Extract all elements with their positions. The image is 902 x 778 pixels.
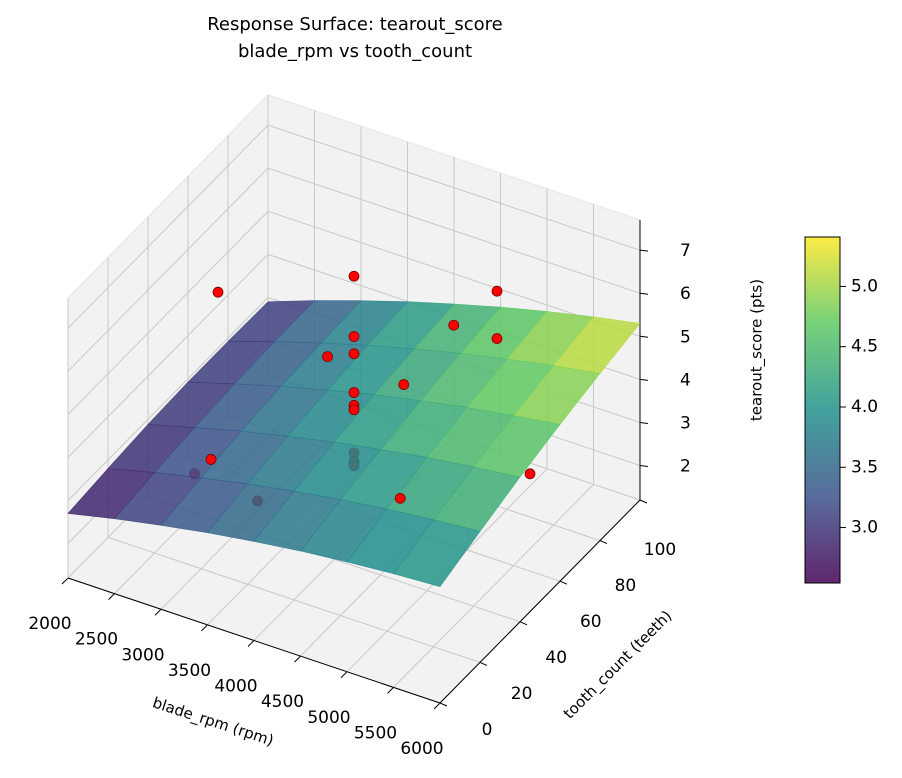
x-tick-mark (61, 577, 69, 585)
x-tick-mark (247, 640, 255, 647)
surface-patch (392, 519, 481, 588)
chart-subtitle: blade_rpm vs tooth_count (238, 41, 472, 62)
data-point (348, 348, 360, 360)
x-tick-mark (108, 593, 115, 600)
data-point (348, 404, 360, 416)
x-tick-mark (387, 687, 394, 694)
x-axis-label: blade_rpm (rpm) (150, 693, 276, 750)
x-tick-mark (201, 624, 208, 632)
z-tick-mark (639, 421, 649, 424)
x-tick-label: 5000 (307, 708, 350, 728)
x-tick-label: 2000 (28, 614, 71, 634)
x-tick-label: 5500 (354, 723, 397, 743)
grid-line (107, 257, 481, 663)
x-tick-label: 2500 (75, 630, 118, 650)
data-point (322, 351, 333, 363)
z-tick-label: 3 (680, 413, 691, 433)
y-tick-label: 60 (580, 612, 602, 632)
z-tick-label: 6 (680, 284, 691, 304)
x-tick-label: 4000 (214, 677, 257, 697)
data-point (348, 331, 360, 342)
x-tick-label: 3000 (121, 645, 164, 665)
x-tick-mark (294, 655, 301, 663)
colorbar-tick-label: 4.5 (851, 337, 878, 357)
grid-line (67, 124, 641, 329)
data-point (205, 454, 217, 465)
colorbar-tick-label: 3.0 (851, 518, 878, 538)
x-tick-mark (154, 608, 162, 616)
colorbar-tick-label: 5.0 (851, 276, 878, 296)
colorbar (804, 236, 841, 584)
y-tick-label: 40 (545, 648, 567, 668)
data-point (348, 387, 360, 398)
data-point (448, 319, 460, 331)
y-tick-mark (439, 702, 448, 707)
y-axis-label: tooth_count (teeth) (560, 607, 676, 723)
y-tick-label: 0 (482, 720, 493, 740)
z-tick-mark (639, 335, 649, 338)
y-tick-label: 80 (615, 576, 637, 596)
data-point (491, 333, 503, 344)
data-point (394, 492, 406, 504)
z-tick-mark (639, 378, 649, 381)
y-axis-line (439, 499, 641, 704)
z-tick-mark (639, 292, 649, 295)
y-tick-mark (599, 540, 608, 545)
z-axis-label: tearout_score (pts) (748, 279, 767, 421)
y-tick-label: 100 (644, 540, 676, 560)
y-tick-mark (479, 661, 488, 666)
z-tick-label: 2 (680, 457, 691, 477)
z-tick-mark (639, 249, 649, 252)
z-tick-mark (639, 465, 649, 468)
y-tick-mark (639, 499, 648, 504)
x-tick-mark (433, 702, 441, 710)
z-tick-label: 7 (680, 241, 691, 261)
data-point (212, 286, 224, 298)
data-point (348, 270, 360, 282)
colorbar-tick-label: 3.5 (851, 457, 878, 477)
data-point (524, 468, 536, 480)
z-tick-label: 5 (680, 327, 691, 347)
chart-title: Response Surface: tearout_score (207, 14, 503, 35)
x-tick-label: 4500 (261, 692, 304, 712)
colorbar-tick-label: 4.0 (851, 397, 878, 417)
grid-line (67, 167, 641, 372)
x-tick-mark (340, 671, 348, 679)
data-point (398, 379, 410, 390)
x-tick-label: 6000 (400, 739, 443, 759)
x-axis-line (67, 577, 441, 704)
x-tick-label: 3500 (168, 661, 211, 681)
z-tick-label: 4 (680, 370, 691, 390)
y-tick-mark (559, 580, 568, 585)
y-tick-mark (519, 621, 528, 626)
y-tick-label: 20 (511, 684, 533, 704)
grid-line (67, 210, 641, 415)
data-point (491, 285, 503, 297)
